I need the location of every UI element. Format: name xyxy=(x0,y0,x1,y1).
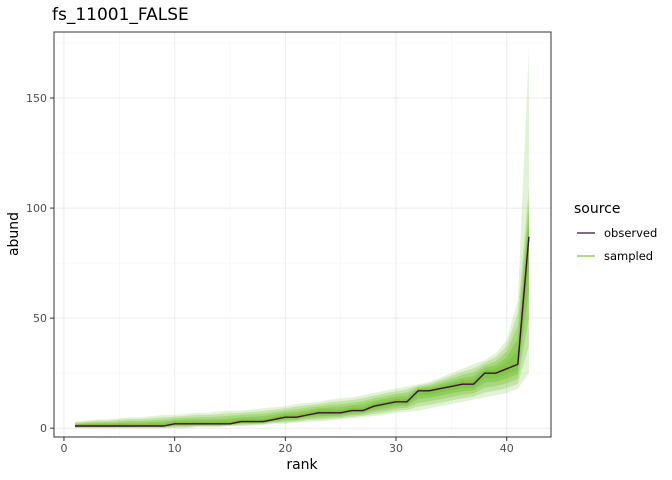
sampled-points xyxy=(384,399,397,405)
sampled-points xyxy=(296,412,308,418)
y-tick-label: 50 xyxy=(33,312,47,325)
grid-major xyxy=(54,32,551,437)
x-tick-label: 10 xyxy=(168,442,182,455)
x-tick-label: 30 xyxy=(389,442,403,455)
sampled-points xyxy=(362,404,375,411)
chart-title: fs_11001_FALSE xyxy=(52,5,189,25)
x-axis: 0 10 20 30 40 xyxy=(60,437,514,455)
y-axis: 0 50 100 150 xyxy=(26,92,54,435)
sampled-points xyxy=(506,362,519,369)
sampled-band-layer xyxy=(75,49,529,429)
sampled-points xyxy=(307,410,319,416)
sampled-points xyxy=(262,417,275,422)
sampled-points xyxy=(340,408,352,413)
y-tick-label: 0 xyxy=(40,422,47,435)
sampled-points xyxy=(451,382,463,387)
lines xyxy=(75,236,530,427)
sampled-points xyxy=(373,401,386,407)
sampled-points xyxy=(440,384,452,389)
sampled-points xyxy=(229,419,242,424)
legend-label-observed: observed xyxy=(604,226,657,240)
plot-panel xyxy=(54,32,551,437)
x-axis-title: rank xyxy=(286,457,318,473)
grid-minor xyxy=(54,32,551,437)
sampled-points xyxy=(163,421,175,427)
y-axis-title: abund xyxy=(6,212,22,256)
x-tick-label: 40 xyxy=(500,442,514,455)
legend-label-sampled: sampled xyxy=(604,249,653,263)
y-tick-label: 150 xyxy=(26,92,47,105)
x-tick-label: 20 xyxy=(278,442,292,455)
sampled-points xyxy=(274,415,286,420)
legend-title: source xyxy=(574,201,621,217)
sampled-points xyxy=(429,386,441,391)
plot-border xyxy=(53,31,552,438)
x-tick-label: 0 xyxy=(60,442,67,455)
y-tick-label: 100 xyxy=(26,202,47,215)
sampled-points xyxy=(495,366,508,374)
legend: source observed sampled xyxy=(574,201,657,263)
observed-line xyxy=(75,236,530,427)
